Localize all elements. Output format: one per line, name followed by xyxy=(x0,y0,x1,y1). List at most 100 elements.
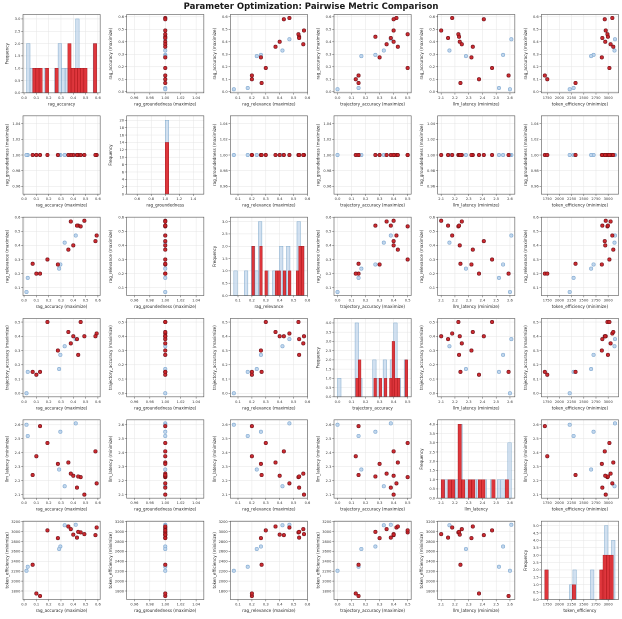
svg-text:0.0: 0.0 xyxy=(335,197,341,201)
svg-text:0.3: 0.3 xyxy=(263,299,269,303)
svg-text:0.6: 0.6 xyxy=(305,299,311,303)
svg-text:2.3: 2.3 xyxy=(466,603,472,607)
svg-text:0.1: 0.1 xyxy=(349,603,355,607)
svg-text:1.02: 1.02 xyxy=(177,299,185,303)
svg-text:0.5: 0.5 xyxy=(429,487,435,491)
svg-text:2500: 2500 xyxy=(579,96,589,100)
svg-text:2.4: 2.4 xyxy=(118,451,124,455)
svg-text:0.3: 0.3 xyxy=(377,400,383,404)
svg-text:0.2: 0.2 xyxy=(46,603,52,607)
svg-text:2250: 2250 xyxy=(567,400,577,404)
svg-text:0.4: 0.4 xyxy=(15,335,21,339)
svg-text:2.4: 2.4 xyxy=(480,96,486,100)
svg-text:2600: 2600 xyxy=(11,550,21,554)
subplot-token_efficiency-vs-token_efficiency-hist: 1750 2000 2250 2500 2750 3000 0.0 0.5 1.0 1.5 2.0 2… xyxy=(523,520,619,613)
svg-text:0.3: 0.3 xyxy=(15,349,21,353)
subplot-rag_accuracy-vs-rag_relevance: 0.1 0.2 0.3 0.4 0.5 0.6 0.0 0.1 0.2 0.3 0.4 0.5 0.6 r… xyxy=(212,14,311,106)
svg-text:3000: 3000 xyxy=(604,603,614,607)
svg-text:18: 18 xyxy=(119,126,124,130)
svg-text:0.1: 0.1 xyxy=(533,78,539,82)
svg-text:0.1: 0.1 xyxy=(33,501,39,505)
x-axis-label: rag_accuracy (maximize) xyxy=(36,405,88,410)
svg-text:2.5: 2.5 xyxy=(326,349,332,353)
svg-text:0.0: 0.0 xyxy=(533,392,539,396)
svg-text:0.5: 0.5 xyxy=(83,603,89,607)
svg-text:0.4: 0.4 xyxy=(391,96,397,100)
svg-text:0.5: 0.5 xyxy=(429,28,435,32)
svg-text:0.5: 0.5 xyxy=(405,603,411,607)
x-axis-label: rag_accuracy (maximize) xyxy=(36,608,88,613)
svg-text:0.5: 0.5 xyxy=(222,320,228,324)
svg-text:0.0: 0.0 xyxy=(222,90,228,94)
svg-text:0.5: 0.5 xyxy=(15,79,21,83)
x-axis-label: rag_groundedness (maximize) xyxy=(134,405,197,410)
svg-text:0.1: 0.1 xyxy=(235,400,241,404)
svg-text:0.4: 0.4 xyxy=(326,244,332,248)
svg-text:2.5: 2.5 xyxy=(493,96,499,100)
svg-text:2.3: 2.3 xyxy=(222,465,228,469)
svg-text:2.2: 2.2 xyxy=(452,501,458,505)
svg-text:0.4: 0.4 xyxy=(277,197,283,201)
svg-text:1.0: 1.0 xyxy=(222,269,228,273)
svg-text:3.0: 3.0 xyxy=(533,553,539,557)
svg-text:0.5: 0.5 xyxy=(533,320,539,324)
svg-text:2.5: 2.5 xyxy=(15,437,21,441)
svg-text:0.5: 0.5 xyxy=(533,230,539,234)
svg-text:2.1: 2.1 xyxy=(438,603,444,607)
svg-text:4.0: 4.0 xyxy=(533,539,539,543)
svg-text:2.5: 2.5 xyxy=(493,603,499,607)
svg-text:2.6: 2.6 xyxy=(507,501,513,505)
svg-text:0.5: 0.5 xyxy=(83,96,89,100)
svg-text:0.6: 0.6 xyxy=(429,15,435,19)
svg-text:2.2: 2.2 xyxy=(452,197,458,201)
svg-text:0.3: 0.3 xyxy=(429,258,435,262)
x-axis-label: rag_relevance (maximize) xyxy=(242,507,296,512)
svg-text:0.3: 0.3 xyxy=(118,349,124,353)
y-axis-label: rag_accuracy (maximize) xyxy=(212,27,217,79)
svg-text:0.3: 0.3 xyxy=(58,96,64,100)
svg-text:0.6: 0.6 xyxy=(222,15,228,19)
svg-text:2.4: 2.4 xyxy=(15,451,21,455)
svg-text:0.0: 0.0 xyxy=(118,392,124,396)
svg-text:0.4: 0.4 xyxy=(70,299,76,303)
svg-text:0.5: 0.5 xyxy=(118,230,124,234)
y-axis-label: rag_relevance (maximize) xyxy=(108,229,113,283)
svg-text:0.3: 0.3 xyxy=(222,53,228,57)
svg-text:2000: 2000 xyxy=(115,579,125,583)
y-axis-label: Frequency xyxy=(419,448,424,470)
subplot-llm_latency-vs-rag_accuracy: 0.0 0.1 0.2 0.3 0.4 0.5 0.6 2.1 2.2 2.3 2.4 2.5 2.6 r… xyxy=(5,419,101,512)
svg-text:0.2: 0.2 xyxy=(363,197,369,201)
subplot-llm_latency-vs-llm_latency-hist: 2.1 2.2 2.3 2.4 2.5 2.6 0.0 0.5 1.0 1.5 2.0 2.5 3.0 3… xyxy=(419,419,516,512)
svg-text:2.1: 2.1 xyxy=(438,400,444,404)
svg-text:0.96: 0.96 xyxy=(130,400,139,404)
svg-text:0.4: 0.4 xyxy=(70,501,76,505)
svg-text:0.3: 0.3 xyxy=(429,349,435,353)
svg-text:4.5: 4.5 xyxy=(533,531,539,535)
svg-text:0.4: 0.4 xyxy=(277,299,283,303)
subplot-rag_groundedness-vs-token_efficiency: 1750 2000 2250 2500 2750 3000 0.96 0.98 1.00 1.02… xyxy=(523,115,619,208)
svg-text:0.0: 0.0 xyxy=(21,197,27,201)
svg-text:0.6: 0.6 xyxy=(95,501,101,505)
svg-text:0.96: 0.96 xyxy=(130,603,139,607)
svg-text:1.04: 1.04 xyxy=(220,122,229,126)
x-axis-label: rag_accuracy (maximize) xyxy=(36,203,88,208)
svg-text:3000: 3000 xyxy=(426,530,436,534)
svg-text:0.5: 0.5 xyxy=(291,603,297,607)
subplot-rag_relevance-vs-token_efficiency: 1750 2000 2250 2500 2750 3000 0.1 0.2 0.3 0.4 0.5 0… xyxy=(523,216,619,309)
svg-text:0.5: 0.5 xyxy=(326,230,332,234)
x-axis-label: rag_accuracy (maximize) xyxy=(36,304,88,309)
svg-text:0.2: 0.2 xyxy=(429,363,435,367)
svg-text:0.0: 0.0 xyxy=(222,294,228,298)
svg-text:2.1: 2.1 xyxy=(438,197,444,201)
svg-text:2.3: 2.3 xyxy=(466,501,472,505)
svg-text:0.1: 0.1 xyxy=(222,377,228,381)
y-axis-label: llm_latency (minimize) xyxy=(316,435,321,482)
svg-text:2.2: 2.2 xyxy=(118,479,124,483)
subplot-rag_accuracy-vs-rag_accuracy-hist: 0.0 0.1 0.2 0.3 0.4 0.5 0.6 0.0 0.5 1.0 1.5 2.0 2.5 3… xyxy=(5,14,101,106)
svg-text:1.0: 1.0 xyxy=(533,583,539,587)
svg-text:0.6: 0.6 xyxy=(15,216,21,220)
svg-text:2.5: 2.5 xyxy=(493,299,499,303)
svg-text:0.6: 0.6 xyxy=(305,96,311,100)
svg-text:0.6: 0.6 xyxy=(118,216,124,220)
svg-text:2.3: 2.3 xyxy=(326,465,332,469)
